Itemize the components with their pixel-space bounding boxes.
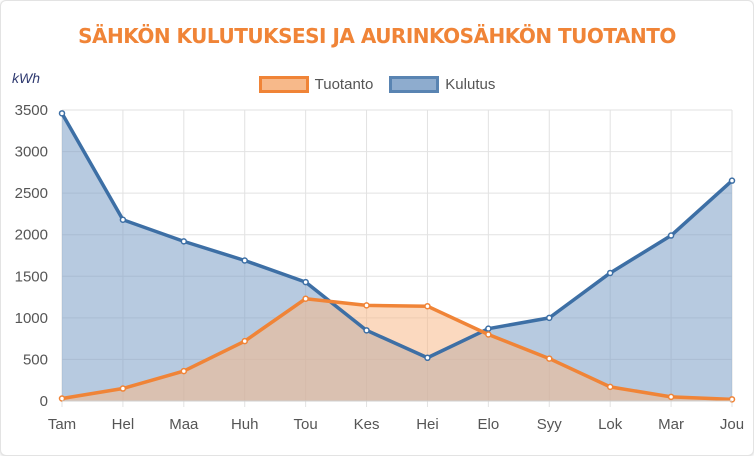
chart-legend: Tuotanto Kulutus [0, 76, 754, 93]
y-axis-unit-label: kWh [12, 70, 40, 86]
legend-label-production: Tuotanto [314, 76, 374, 93]
x-tick-label: Jou [720, 416, 744, 433]
production-point [424, 302, 431, 310]
consumption-point [546, 314, 553, 322]
y-tick-label: 500 [23, 351, 48, 368]
y-tick-label: 3000 [15, 144, 48, 161]
consumption-point [606, 269, 614, 277]
consumption-point [241, 257, 248, 264]
production-point [485, 331, 492, 338]
x-tick-label: Kes [354, 416, 380, 433]
production-area [62, 298, 732, 401]
legend-label-consumption: Kulutus [445, 76, 496, 93]
production-point [302, 295, 309, 302]
production-point [58, 395, 66, 402]
legend-swatch-production [258, 76, 309, 93]
x-tick-label: Huh [231, 416, 259, 433]
x-tick-label: Tam [48, 416, 76, 433]
chart-title: SÄHKÖN KULUTUKSESI JA AURINKOSÄHKÖN TUOT… [78, 24, 676, 48]
consumption-point [363, 327, 370, 334]
consumption-point [485, 325, 492, 332]
legend-item-consumption[interactable]: Kulutus [389, 76, 495, 93]
consumption-point [302, 278, 309, 286]
consumption-point [180, 238, 188, 245]
y-tick-label: 3500 [15, 102, 48, 119]
production-point [546, 355, 553, 362]
y-tick-label: 2000 [15, 227, 48, 244]
x-tick-label: Lok [598, 416, 623, 433]
production-point [606, 383, 614, 391]
production-point [667, 393, 675, 401]
y-tick-label: 0 [40, 393, 48, 410]
consumption-point [667, 232, 675, 239]
x-tick-label: Hel [112, 416, 135, 433]
consumption-area [62, 113, 732, 401]
x-tick-label: Syy [537, 416, 563, 433]
legend-swatch-consumption [389, 76, 440, 93]
x-tick-label: Maa [169, 416, 199, 433]
x-tick-label: Elo [478, 416, 500, 433]
consumption-point [728, 177, 736, 184]
production-point [180, 367, 188, 375]
legend-item-production[interactable]: Tuotanto [258, 76, 374, 93]
production-point [363, 302, 370, 309]
consumption-point [58, 110, 66, 117]
consumption-point [119, 216, 127, 223]
production-point [119, 385, 127, 392]
x-tick-label: Hei [416, 416, 439, 433]
production-point [241, 337, 248, 345]
x-tick-label: Mar [658, 416, 684, 433]
y-tick-label: 1000 [15, 310, 48, 327]
consumption-line [60, 112, 734, 360]
y-tick-label: 2500 [15, 185, 48, 202]
y-tick-label: 1500 [15, 268, 48, 285]
consumption-point [424, 354, 431, 362]
production-line [61, 296, 733, 402]
x-tick-label: Tou [294, 416, 318, 433]
